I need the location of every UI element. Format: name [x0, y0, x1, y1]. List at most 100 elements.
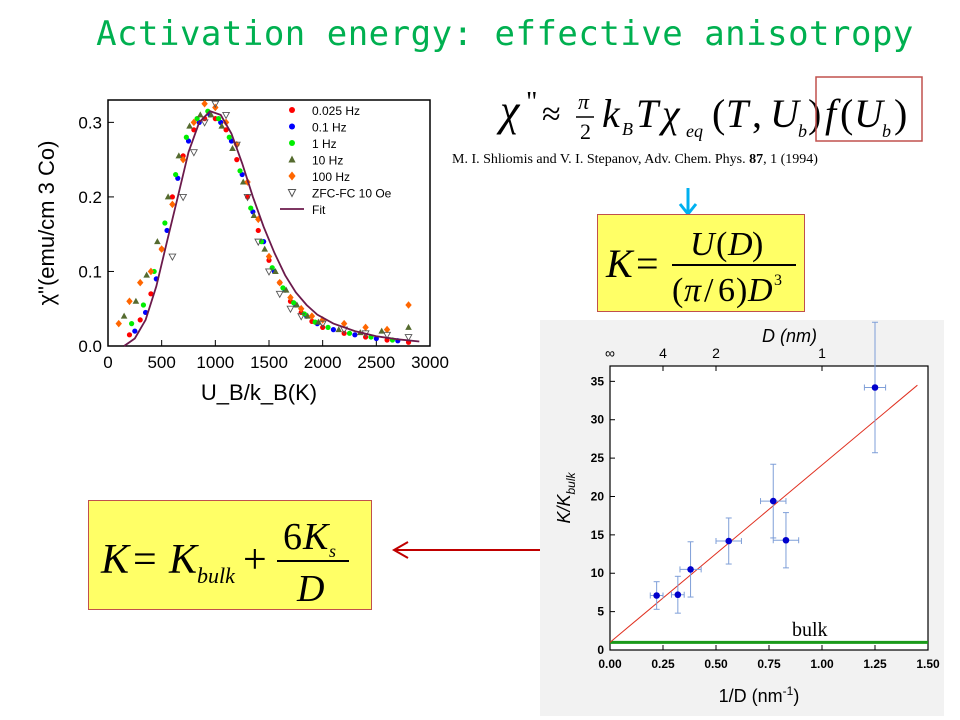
x-tick-label: 2000 [304, 353, 342, 372]
data-point [189, 149, 198, 157]
data-point [132, 328, 138, 334]
x-tick-label: 1000 [196, 353, 234, 372]
data-point [173, 171, 179, 178]
data-point [186, 122, 193, 129]
citation: M. I. Shliomis and V. I. Stepanov, Adv. … [452, 152, 818, 168]
svg-text:2: 2 [580, 119, 591, 144]
data-point [335, 326, 343, 333]
svg-text:): ) [808, 91, 821, 136]
data-point [782, 536, 790, 544]
legend-marker [289, 140, 295, 146]
data-point [197, 111, 204, 118]
data-point [275, 290, 284, 299]
svg-text:K: K [302, 516, 330, 558]
susceptibility-chart: 0 500 1000 1500 2000 2500 3000 0.0 0.1 0.2 0.3 U_B/… [34, 99, 449, 405]
data-point [226, 134, 232, 140]
svg-text:U: U [854, 91, 886, 136]
data-point [229, 144, 236, 151]
svg-text:eq: eq [686, 121, 703, 141]
y-axis-label: K/Kbulk [554, 471, 578, 523]
x-tick-label: 1.50 [916, 657, 940, 671]
data-point [201, 99, 208, 108]
data-point [239, 178, 247, 185]
svg-text:U: U [690, 226, 717, 263]
data-point [254, 238, 263, 247]
data-point [298, 304, 305, 313]
svg-text:,: , [752, 91, 762, 136]
y-tick-label: 20 [591, 489, 605, 503]
data-point [218, 122, 226, 129]
data-point [330, 327, 336, 333]
svg-text:K: K [168, 537, 199, 583]
svg-text:": " [526, 87, 537, 118]
plot-frame [609, 365, 929, 651]
data-point [154, 238, 161, 245]
data-point [183, 134, 189, 140]
legend-marker [288, 155, 296, 163]
data-point [169, 194, 175, 200]
data-point [137, 278, 144, 287]
formula-anisotropy: K = U ( D ) ( π / 6 ) D 3 [605, 226, 796, 309]
data-point [175, 152, 183, 159]
data-point [162, 220, 168, 226]
svg-text:/: / [704, 272, 714, 309]
data-point [362, 323, 369, 332]
data-point [325, 324, 331, 330]
data-point [222, 111, 231, 120]
data-point [179, 193, 188, 202]
y-tick-label: 0.2 [78, 188, 102, 207]
data-point [653, 592, 660, 599]
anisotropy-chart: 0.00 0.25 0.50 0.75 1.00 1.25 1.50 0 5 10 15 20 25 30… [540, 320, 944, 716]
data-point [255, 227, 261, 234]
data-point [318, 320, 327, 329]
data-point [261, 245, 269, 252]
data-point [282, 286, 290, 293]
data-point [143, 271, 150, 278]
data-point [250, 212, 258, 219]
legend-label: ZFC-FC 10 Oe [312, 187, 392, 201]
fit-line [609, 384, 918, 643]
y-tick-label: 25 [591, 451, 605, 465]
y-tick-label: 5 [597, 605, 604, 619]
data-point [248, 205, 254, 211]
y-tick-label: 35 [591, 374, 605, 388]
citation-authors: M. I. Shliomis and V. I. Stepanov, Adv. … [452, 152, 750, 167]
data-point [164, 227, 170, 234]
svg-text:6: 6 [718, 272, 735, 309]
data-point [148, 291, 154, 297]
data-point [168, 253, 177, 261]
data-point [383, 331, 392, 340]
x-tick-label: 3000 [411, 353, 449, 372]
svg-text:(: ( [672, 272, 683, 309]
svg-text:3: 3 [774, 272, 782, 289]
top-tick-label: 4 [659, 345, 667, 361]
svg-text:D: D [727, 226, 753, 263]
data-point [258, 239, 265, 245]
data-point [276, 278, 283, 287]
y-tick-label: 0.3 [78, 113, 102, 132]
data-point [286, 305, 295, 314]
legend-label: 0.025 Hz [312, 104, 360, 118]
x-tick-label: 0.75 [757, 657, 781, 671]
top-tick-label: ∞ [605, 345, 615, 361]
data-point [352, 332, 358, 338]
svg-text:6: 6 [283, 516, 302, 558]
svg-text:D: D [296, 568, 324, 609]
data-point [115, 319, 122, 328]
data-point [287, 293, 294, 302]
data-point [404, 334, 413, 342]
formula-susceptibility: χ " ≈ π 2 k B T χ eq ( T , U b ) f ( U b… [496, 76, 923, 144]
data-point [126, 332, 133, 338]
top-tick-label: 1 [818, 345, 826, 361]
data-point [304, 312, 311, 319]
top-tick-label: 2 [712, 345, 720, 361]
data-point [297, 313, 306, 321]
fit-curve [123, 110, 420, 347]
svg-text:): ) [752, 226, 763, 263]
x-tick-label: 0 [103, 353, 112, 372]
data-point [129, 321, 135, 327]
citation-pages: , 1 (1994) [763, 152, 818, 167]
data-point [272, 267, 279, 274]
data-point [140, 302, 147, 308]
x-tick-label: 500 [147, 353, 175, 372]
